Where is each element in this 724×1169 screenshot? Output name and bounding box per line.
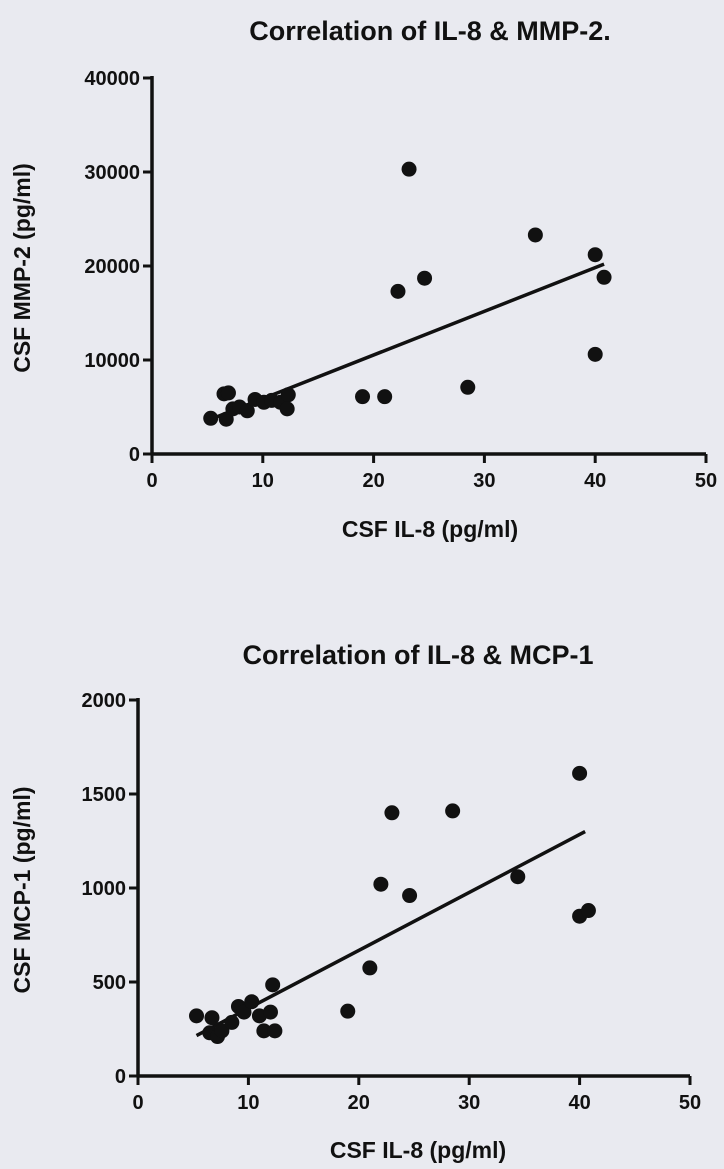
data-point [596,269,612,285]
y-tick-label: 1000 [82,878,127,900]
data-point [267,1023,283,1039]
x-tick-label: 40 [584,470,606,492]
data-point [265,977,281,993]
data-point [355,389,371,405]
y-tick-label: 40000 [84,68,140,90]
y-tick-label: 2000 [82,690,127,712]
x-axis-label: CSF IL-8 (pg/ml) [330,1137,506,1163]
data-point [236,1004,252,1020]
data-point [587,247,603,263]
x-tick-label: 50 [679,1092,701,1114]
x-tick-label: 50 [695,470,717,492]
x-tick-label: 10 [237,1092,259,1114]
data-point [262,1004,278,1020]
data-point [279,401,295,417]
data-point [203,410,219,426]
regression-line [195,830,586,1038]
y-tick-label: 0 [129,444,140,466]
chart-title: Correlation of IL-8 & MMP-2. [249,16,611,46]
data-point [417,270,433,286]
data-point [460,379,476,395]
data-point [401,161,417,177]
x-tick-label: 30 [458,1092,480,1114]
x-axis-label: CSF IL-8 (pg/ml) [342,516,518,542]
data-point [373,876,389,892]
data-point [384,805,400,821]
data-point [527,227,543,243]
data-point [204,1010,220,1026]
x-tick-label: 0 [132,1092,143,1114]
data-point [390,283,406,299]
data-point [362,960,378,976]
x-tick-label: 10 [252,470,274,492]
y-tick-label: 30000 [84,162,140,184]
data-point [280,387,296,403]
data-point [580,903,596,919]
x-tick-label: 20 [362,470,384,492]
y-tick-label: 10000 [84,350,140,372]
y-tick-label: 20000 [84,256,140,278]
data-point [587,346,603,362]
data-point [256,1023,272,1039]
data-point [244,994,260,1010]
data-point [214,1023,230,1039]
x-tick-label: 0 [146,470,157,492]
data-point [572,765,588,781]
chart-il8-mmp2: Correlation of IL-8 & MMP-2. 0 10000 20000 3… [9,16,717,542]
data-point [402,888,418,904]
data-point [189,1008,205,1024]
data-point [340,1003,356,1019]
data-point [377,389,393,405]
y-tick-label: 1500 [82,784,127,806]
chart-il8-mcp1: Correlation of IL-8 & MCP-10500100015002… [9,640,701,1163]
data-point [220,385,236,401]
x-tick-label: 40 [568,1092,590,1114]
y-tick-label: 500 [93,972,126,994]
regression-line [210,262,605,421]
data-point [510,869,526,885]
data-point [239,403,255,419]
data-point [224,1014,240,1030]
chart-title: Correlation of IL-8 & MCP-1 [242,640,593,670]
x-tick-label: 20 [348,1092,370,1114]
x-tick-label: 30 [473,470,495,492]
y-axis-label: CSF MMP-2 (pg/ml) [9,163,35,373]
data-point [445,803,461,819]
y-axis-label: CSF MCP-1 (pg/ml) [9,787,35,994]
y-tick-label: 0 [115,1066,126,1088]
